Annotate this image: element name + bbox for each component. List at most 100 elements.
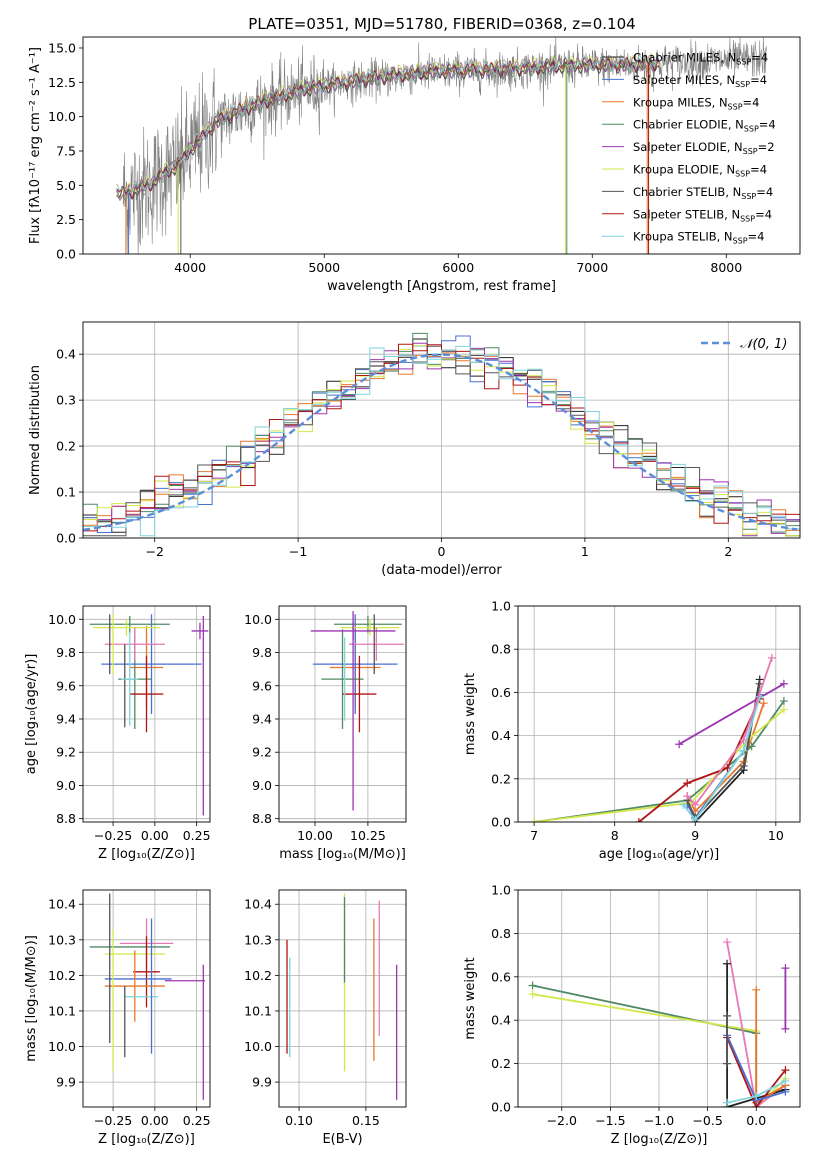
x-tick-label: 8 <box>611 828 619 843</box>
x-axis-label: age [log₁₀(age/yr)] <box>599 847 720 862</box>
legend-label-subscript: SSP <box>735 170 750 179</box>
gaussian-curve <box>83 353 798 532</box>
y-axis-label: mass weight <box>463 957 478 1039</box>
legend-label-suffix: =4 <box>755 207 772 221</box>
y-tick-label: 0.2 <box>491 1056 511 1071</box>
residual-histogram <box>83 345 800 537</box>
weight-marker <box>779 705 788 714</box>
legend-label: Kroupa MILES, NSSP=4 <box>633 95 759 111</box>
y-tick-label: 1.0 <box>491 599 511 614</box>
legend-label-text: Salpeter STELIB, N <box>633 207 740 221</box>
legend-label-suffix: =4 <box>743 95 760 109</box>
mass_vs_ebv-axes: 0.10 0.15 9.9 10.0 10.1 10.2 10.3 10.4 E(B-V) <box>244 889 407 1147</box>
y-tick-label: 10.0 <box>48 109 76 124</box>
x-tick-label: 0.00 <box>141 1113 169 1128</box>
x-tick-label: −2 <box>145 544 163 559</box>
legend-label-subscript: SSP <box>743 147 758 156</box>
weight-series-line <box>638 698 761 822</box>
legend-label-text: Kroupa ELODIE, N <box>633 163 735 177</box>
y-tick-label: 9.2 <box>56 745 76 760</box>
legend-label: Chabrier MILES, NSSP=4 <box>633 51 768 67</box>
axes-frame <box>517 605 801 823</box>
y-tick-label: 10.4 <box>244 897 272 912</box>
y-tick-label: 10.2 <box>48 968 76 983</box>
y-axis-label: mass weight <box>463 673 478 755</box>
legend-label-suffix: =4 <box>751 51 768 65</box>
x-tick-label: −0.25 <box>94 828 132 843</box>
y-tick-label: 10.0 <box>244 612 272 627</box>
y-tick-label: 9.4 <box>252 711 272 726</box>
y-tick-label: 0.4 <box>56 347 76 362</box>
weight-series-line <box>755 989 786 1105</box>
x-tick-label: 4000 <box>174 260 206 275</box>
legend-label-subscript: SSP <box>735 80 750 89</box>
age_vs_mass-axes: 10.00 10.25 8.8 9.0 9.2 9.4 9.6 9.8 10.0 mass [lo… <box>244 605 407 862</box>
mass_vs_Z-axes: −0.25 0.00 0.25 9.9 10.0 10.1 10.2 10.3 10.4 Z [l… <box>24 889 211 1147</box>
spectrum-legend: Chabrier MILES, NSSP=4 Salpeter MILES, NS… <box>602 51 776 246</box>
weight-series-line <box>726 1037 787 1107</box>
legend-label: Salpeter MILES, NSSP=4 <box>633 73 767 89</box>
axes-frame <box>517 889 801 1108</box>
spectrum-axes: 4000 5000 6000 7000 8000 0.0 2.5 5.0 7.5 10.0 12.5… <box>28 36 801 294</box>
x-axis-label: (data-model)/error <box>381 563 502 578</box>
y-tick-label: 0.3 <box>56 393 76 408</box>
weight-marker <box>528 981 537 990</box>
y-tick-label: 0.4 <box>491 1013 511 1028</box>
axes-frame <box>278 605 407 823</box>
y-tick-label: 2.5 <box>56 212 76 227</box>
weight-series-line <box>682 696 761 822</box>
x-tick-label: 6000 <box>442 260 474 275</box>
weight-marker <box>723 764 732 772</box>
weight_vs_age-axes: 7 8 9 10 0.0 0.2 0.4 0.6 0.8 1.0 age [log₁₀(age/yr… <box>463 599 801 862</box>
axes-frame <box>82 889 211 1108</box>
weight-marker <box>759 699 768 708</box>
x-axis-label: E(B-V) <box>322 1132 362 1147</box>
legend-label: 𝒩(0, 1) <box>740 337 787 352</box>
residuals-axes: −2 −1 0 1 2 0.0 0.1 0.2 0.3 0.4 (data-model)/error… <box>28 321 801 578</box>
x-axis-label: wavelength [Angstrom, rest frame] <box>327 279 556 294</box>
legend-label-suffix: =4 <box>750 163 767 177</box>
weight-series-line <box>686 657 773 807</box>
y-tick-label: 10.3 <box>244 932 272 947</box>
weight-marker <box>528 990 537 999</box>
x-tick-label: 0.25 <box>183 1113 211 1128</box>
y-tick-label: 1.0 <box>491 883 511 898</box>
x-tick-label: −0.25 <box>94 1113 132 1128</box>
y-axis-label: age [log₁₀(age/yr)] <box>24 654 39 775</box>
y-tick-label: 0.0 <box>56 531 76 546</box>
age_vs_Z-axes: −0.25 0.00 0.25 8.8 9.0 9.2 9.4 9.6 9.8 10.0 Z [lo… <box>24 605 211 862</box>
weight-marker <box>739 735 748 744</box>
x-tick-label: 10.00 <box>297 828 333 843</box>
y-tick-label: 8.8 <box>252 811 272 826</box>
axes-frame <box>82 321 801 539</box>
x-tick-label: 9 <box>691 828 699 843</box>
legend-label: Kroupa STELIB, NSSP=4 <box>633 230 764 246</box>
y-axis-label: Normed distribution <box>28 365 43 495</box>
x-tick-label: 0.15 <box>352 1113 380 1128</box>
legend-label-subscript: SSP <box>740 214 755 223</box>
x-axis-label: mass [log₁₀(M/M⊙)] <box>279 847 406 862</box>
weight-marker <box>723 959 732 968</box>
weight-marker <box>723 1098 732 1107</box>
y-tick-label: 10.3 <box>48 932 76 947</box>
y-tick-label: 10.2 <box>244 968 272 983</box>
weight-marker <box>723 1059 732 1068</box>
x-tick-label: 7000 <box>576 260 608 275</box>
x-tick-label: 0.25 <box>183 828 211 843</box>
y-tick-label: 0.2 <box>56 439 76 454</box>
residual-histogram <box>83 343 800 532</box>
weight-marker <box>723 1011 732 1020</box>
y-tick-label: 10.0 <box>48 1039 76 1054</box>
legend-label-suffix: =4 <box>750 73 767 87</box>
y-tick-label: 9.0 <box>56 778 76 793</box>
y-tick-label: 0.6 <box>491 969 511 984</box>
y-tick-label: 0.6 <box>491 685 511 700</box>
y-tick-label: 9.8 <box>252 645 272 660</box>
x-tick-label: 8000 <box>710 260 742 275</box>
x-axis-label: Z [log₁₀(Z/Z⊙)] <box>98 847 195 862</box>
weight-marker <box>747 742 756 751</box>
y-tick-label: 9.0 <box>252 778 272 793</box>
legend-label: Salpeter STELIB, NSSP=4 <box>633 207 772 223</box>
y-tick-label: 9.2 <box>252 745 272 760</box>
y-tick-label: 10.0 <box>244 1039 272 1054</box>
